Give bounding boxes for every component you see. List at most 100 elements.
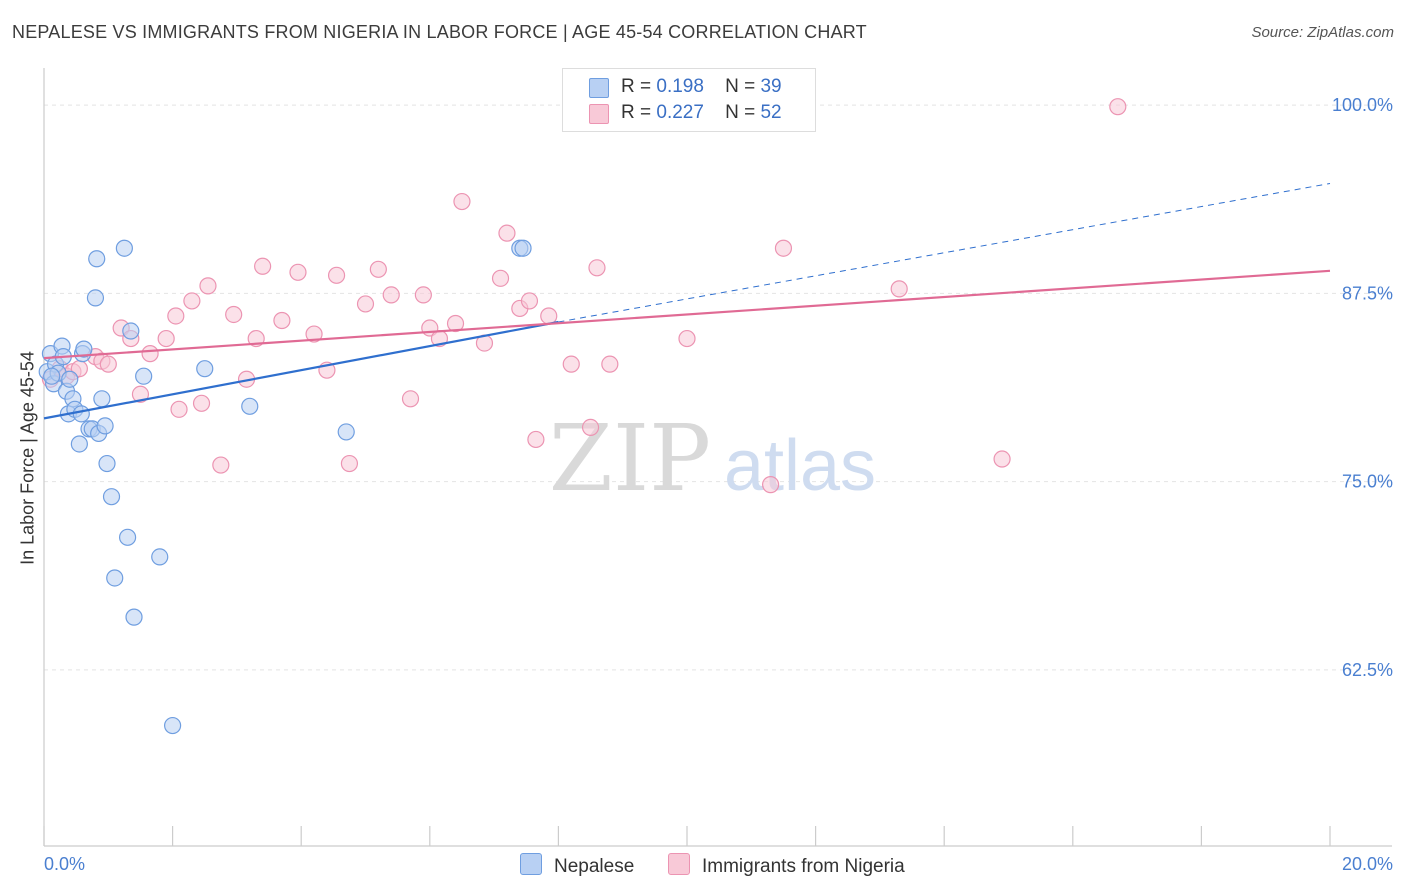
data-point — [135, 367, 153, 385]
data-point — [102, 488, 121, 506]
nepalese-trend-line — [43, 320, 559, 420]
data-point — [141, 345, 159, 363]
data-point — [774, 239, 793, 257]
watermark: ZIP atlas — [549, 405, 876, 512]
data-point — [382, 286, 400, 304]
nigeria-legend-swatch — [668, 853, 690, 875]
data-point — [993, 450, 1011, 468]
data-point — [588, 259, 606, 277]
data-point — [540, 307, 558, 325]
data-point — [340, 454, 359, 473]
data-point — [514, 239, 532, 257]
y-tick-label: 87.5% — [1342, 283, 1393, 303]
data-point — [99, 355, 117, 373]
watermark-zip: ZIP — [549, 405, 711, 512]
data-point — [453, 192, 471, 211]
data-point — [70, 435, 88, 453]
data-point — [1109, 98, 1127, 116]
legend-item-nigeria: Immigrants from Nigeria — [668, 853, 905, 878]
data-point — [96, 417, 114, 435]
data-point — [520, 292, 539, 310]
chart-title: NEPALESE VS IMMIGRANTS FROM NIGERIA IN L… — [12, 22, 867, 42]
data-point — [199, 277, 217, 295]
y-tick-label: 62.5% — [1342, 660, 1393, 680]
data-point — [305, 325, 323, 343]
r-value: 0.198 — [656, 76, 704, 97]
data-point — [125, 608, 143, 626]
data-point — [88, 250, 106, 268]
y-tick-label: 100.0% — [1332, 95, 1393, 115]
data-point — [72, 405, 90, 423]
data-point — [273, 311, 291, 330]
data-point — [98, 454, 116, 473]
data-point — [401, 390, 420, 408]
data-point — [601, 355, 619, 373]
stats-legend: R = 0.198 N = 39 R = 0.227 N = 52 — [562, 68, 816, 132]
data-point — [151, 548, 169, 566]
data-point — [170, 400, 188, 418]
data-point — [225, 305, 243, 324]
data-point — [122, 322, 140, 340]
n-value: 39 — [760, 76, 782, 97]
data-point — [212, 456, 230, 474]
data-point — [106, 569, 124, 587]
data-point — [369, 260, 387, 278]
nigeria-stats: R = 0.227 N = 52 — [621, 102, 782, 124]
data-point — [241, 397, 259, 415]
data-point — [289, 263, 307, 281]
nepalese-swatch — [589, 78, 609, 98]
data-point — [61, 370, 79, 388]
gridlines — [44, 104, 1390, 671]
tick-labels: 62.5% 75.0% 87.5% 100.0% 0.0% 20.0% — [44, 95, 1393, 874]
data-point — [327, 266, 346, 284]
n-label: N = — [725, 76, 756, 97]
data-point — [761, 476, 780, 494]
x-tick-label: 0.0% — [44, 854, 85, 874]
data-point — [196, 360, 214, 378]
data-point — [491, 269, 510, 287]
data-point — [157, 329, 175, 348]
data-point — [562, 355, 580, 373]
nigeria-legend-label: Immigrants from Nigeria — [702, 856, 905, 877]
n-label: N = — [725, 102, 756, 123]
trend-lines — [43, 182, 1331, 420]
data-point — [192, 394, 211, 412]
data-point — [93, 390, 111, 408]
data-point — [527, 430, 545, 449]
chart-source: Source: ZipAtlas.com — [1251, 24, 1394, 41]
data-point — [446, 314, 465, 333]
series-legend: Nepalese Immigrants from Nigeria — [0, 850, 1406, 880]
x-tick-label: 20.0% — [1342, 854, 1393, 874]
data-point — [164, 716, 182, 735]
watermark-atlas: atlas — [724, 426, 876, 506]
data-point — [131, 385, 150, 403]
data-point — [356, 295, 375, 313]
nepalese-legend-swatch — [520, 853, 542, 875]
r-label: R = — [621, 102, 652, 123]
data-point — [118, 528, 137, 546]
nepalese-legend-label: Nepalese — [554, 856, 635, 877]
data-point — [183, 292, 201, 310]
data-point — [115, 239, 133, 257]
data-point — [167, 307, 185, 325]
y-axis-label: In Labor Force | Age 45-54 — [17, 351, 38, 565]
data-point — [254, 257, 272, 275]
data-point — [414, 286, 432, 304]
data-point — [337, 423, 355, 441]
axes — [43, 68, 1392, 847]
nigeria-trend-line — [43, 269, 1331, 360]
r-label: R = — [621, 76, 652, 97]
data-point — [581, 418, 600, 437]
data-point — [890, 280, 908, 298]
data-point — [86, 289, 105, 307]
data-point — [75, 340, 93, 358]
r-value: 0.227 — [656, 102, 704, 123]
data-point — [43, 367, 61, 385]
legend-item-nepalese: Nepalese — [520, 853, 634, 878]
nepalese-trend-extension — [558, 182, 1331, 323]
y-tick-label: 75.0% — [1342, 472, 1393, 492]
nepalese-stats: R = 0.198 N = 39 — [621, 76, 782, 98]
nigeria-swatch — [589, 104, 609, 124]
n-value: 52 — [760, 102, 782, 123]
